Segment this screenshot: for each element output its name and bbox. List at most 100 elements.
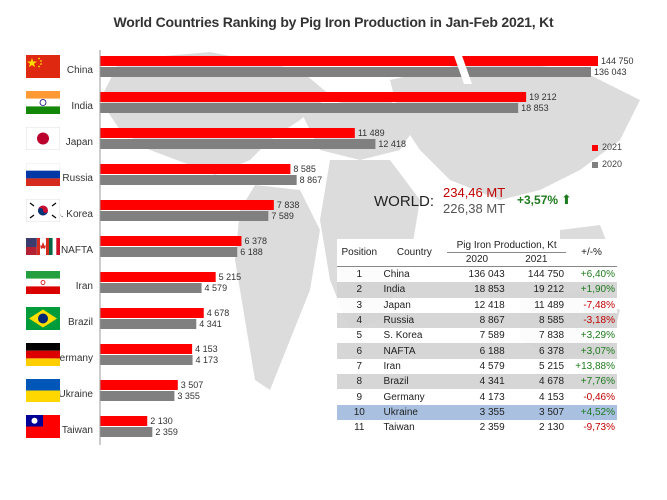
row-value-2020: 7 589 [447,328,507,344]
header-country: Country [381,239,448,267]
row-value-2020: 12 418 [447,297,507,313]
row-country: India [381,282,448,298]
data-label-2020: 12 418 [378,139,406,149]
category-label: Brazil [68,317,93,328]
row-value-2021: 4 153 [506,389,567,405]
legend-swatch-2021 [592,144,598,151]
category-label: Ukraine [59,389,94,400]
row-change: +3,07% [566,343,617,359]
row-value-2021: 19 212 [506,282,567,298]
row-position: 6 [337,343,382,359]
india-flag-icon [26,91,60,114]
data-label-2021: 2 130 [150,416,173,426]
legend-swatch-2020 [592,161,598,168]
table-row: 7 Iran 4 579 5 215 +13,88% [337,358,617,375]
category-label: Iran [76,281,93,292]
header-change: +/-% [566,239,617,267]
china-flag-icon [26,55,60,78]
header-2021: 2021 [506,252,567,267]
row-country: Japan [381,297,448,313]
axis-break-mark [452,50,472,84]
taiwan-flag-icon [26,415,60,438]
row-position: 3 [337,297,382,313]
ranking-table-body: 1 China 136 043 144 750 +6,40% 2 India 18 853 19… [337,266,617,436]
japan-flag-icon [26,127,60,150]
data-label-2021: 5 215 [219,272,242,282]
row-change: -9,73% [566,419,617,436]
row-position: 11 [337,419,382,436]
data-label-2020: 7 589 [271,211,294,221]
row-value-2020: 4 173 [447,389,507,405]
row-position: 1 [337,266,382,283]
row-position: 9 [337,389,382,405]
world-total-2020: 226,38 MT [443,201,506,216]
russia-flag-icon [26,163,60,186]
category-label: Germany [52,353,93,364]
row-value-2020: 2 359 [447,419,507,436]
row-value-2021: 5 215 [506,358,567,375]
germany-flag-icon [26,343,60,366]
row-change: -0,46% [566,389,617,405]
row-country: China [381,266,448,283]
table-row: 5 S. Korea 7 589 7 838 +3,29% [337,328,617,344]
row-change: +6,40% [566,266,617,283]
category-label: Japan [66,137,93,148]
bar-2020 [100,139,376,149]
data-label-2021: 4 153 [195,344,218,354]
row-position: 5 [337,328,382,344]
row-value-2020: 18 853 [447,282,507,298]
iran-flag-icon [26,271,60,294]
row-value-2021: 8 585 [506,312,567,329]
legend-2021: 2021 [592,142,622,152]
bar-2021 [100,380,178,390]
row-change: +4,52% [566,404,617,420]
data-label-2020: 4 173 [196,355,219,365]
ranking-table: Position Country Pig Iron Production, Kt… [337,239,617,436]
world-label: WORLD: [374,193,434,210]
bar-2020 [100,427,153,437]
bar-2020 [100,319,197,329]
data-label-2020: 2 359 [155,427,178,437]
legend-2020: 2020 [592,159,622,169]
bar-2021 [100,236,242,246]
table-row: 6 NAFTA 6 188 6 378 +3,07% [337,343,617,359]
bar-2021 [100,344,193,354]
row-position: 8 [337,374,382,390]
category-label: Taiwan [62,425,93,436]
row-value-2021: 3 507 [506,404,567,420]
data-label-2021: 144 750 [601,56,634,66]
ukraine-flag-icon [26,379,60,402]
row-change: +3,29% [566,328,617,344]
row-change: +13,88% [566,358,617,375]
bar-2020 [100,103,519,113]
world-growth: +3,57% [517,193,559,207]
row-value-2021: 7 838 [506,328,567,344]
row-value-2021: 2 130 [506,419,567,436]
row-country: Brazil [381,374,448,390]
bar-2021 [100,128,355,138]
data-label-2020: 8 867 [300,175,323,185]
row-value-2020: 136 043 [447,266,507,283]
legend-label-2020: 2020 [602,159,623,169]
table-row: 3 Japan 12 418 11 489 -7,48% [337,297,617,313]
data-label-2020: 4 579 [205,283,228,293]
bar-2020 [100,391,175,401]
data-label-2021: 3 507 [181,380,204,390]
arrow-up-icon: ⬆ [561,192,572,207]
row-country: Taiwan [381,419,448,436]
table-row: 9 Germany 4 173 4 153 -0,46% [337,389,617,405]
row-country: Germany [381,389,448,405]
category-label: S. Korea [54,209,93,220]
data-label-2021: 11 489 [358,128,385,138]
row-country: Iran [381,358,448,375]
world-total-2021: 234,46 MT [443,185,506,200]
bar-2021 [100,56,598,66]
row-change: +1,90% [566,282,617,298]
row-change: +7,76% [566,374,617,390]
category-label: India [71,101,93,112]
row-value-2021: 11 489 [506,297,567,313]
row-value-2020: 6 188 [447,343,507,359]
data-label-2020: 18 853 [521,103,549,113]
bar-2020 [100,355,193,365]
